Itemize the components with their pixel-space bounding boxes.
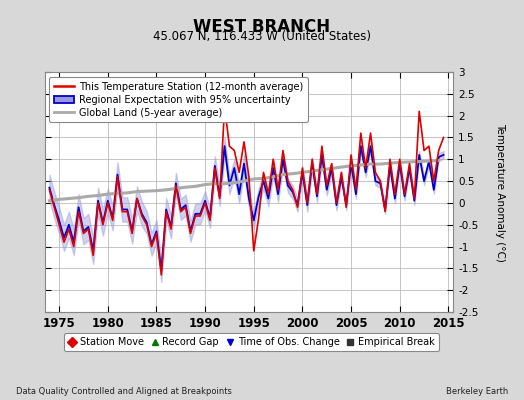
- Y-axis label: Temperature Anomaly (°C): Temperature Anomaly (°C): [495, 122, 505, 262]
- Text: Data Quality Controlled and Aligned at Breakpoints: Data Quality Controlled and Aligned at B…: [16, 387, 232, 396]
- Legend: This Temperature Station (12-month average), Regional Expectation with 95% uncer: This Temperature Station (12-month avera…: [49, 77, 308, 122]
- Text: 45.067 N, 116.433 W (United States): 45.067 N, 116.433 W (United States): [153, 30, 371, 43]
- Text: Berkeley Earth: Berkeley Earth: [446, 387, 508, 396]
- Legend: Station Move, Record Gap, Time of Obs. Change, Empirical Break: Station Move, Record Gap, Time of Obs. C…: [64, 333, 439, 351]
- Text: WEST BRANCH: WEST BRANCH: [193, 18, 331, 36]
